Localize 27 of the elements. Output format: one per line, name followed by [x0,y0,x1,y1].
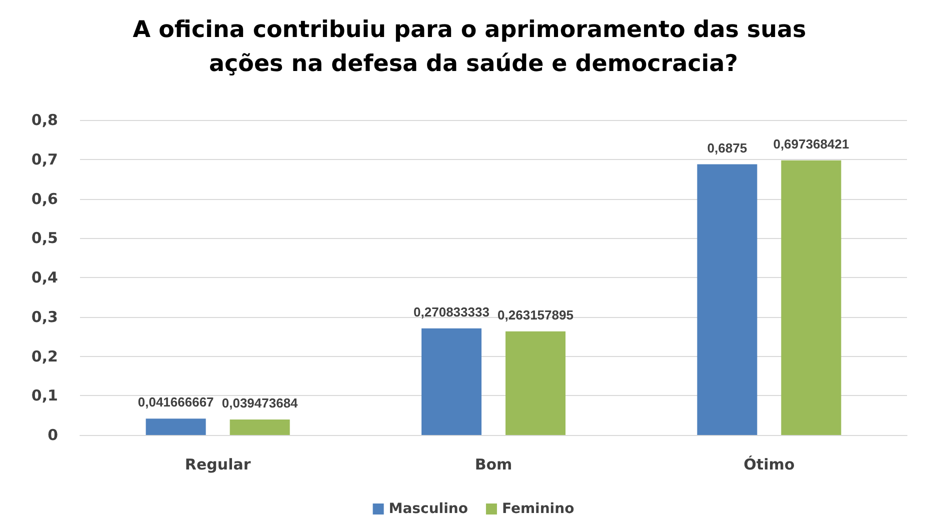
data-label: 0,263157895 [498,307,574,322]
data-label: 0,6875 [707,140,748,156]
bar [230,419,290,435]
y-tick-label: 0,2 [31,347,58,366]
legend-label: Masculino [388,501,468,517]
y-tick-label: 0,5 [31,229,58,248]
x-tick-label: Ótimo [744,456,795,474]
y-tick-label: 0,4 [31,268,58,286]
bar [697,164,758,435]
x-tick-label: Regular [184,456,252,474]
chart-title: A oficina contribuiu para o aprimoramento das suas ações na defesa da saúde e democracia? [132,17,814,77]
bar [422,328,482,435]
y-tick-label: 0,3 [31,308,58,326]
y-tick-label: 0,1 [31,386,58,405]
bar [506,331,566,435]
legend-label: Feminino [502,501,575,517]
data-label: 0,039473684 [222,395,299,410]
y-tick-label: 0,7 [31,150,58,168]
x-tick-label: Bom [474,456,512,474]
bar [146,418,206,435]
bar [781,160,842,435]
y-tick-label: 0 [48,426,58,444]
y-tick-label: 0,6 [31,190,58,208]
data-label: 0,697368421 [773,136,850,152]
data-label: 0,270833333 [414,304,490,320]
data-label: 0,041666667 [138,394,214,410]
y-tick-label: 0,8 [31,111,58,129]
